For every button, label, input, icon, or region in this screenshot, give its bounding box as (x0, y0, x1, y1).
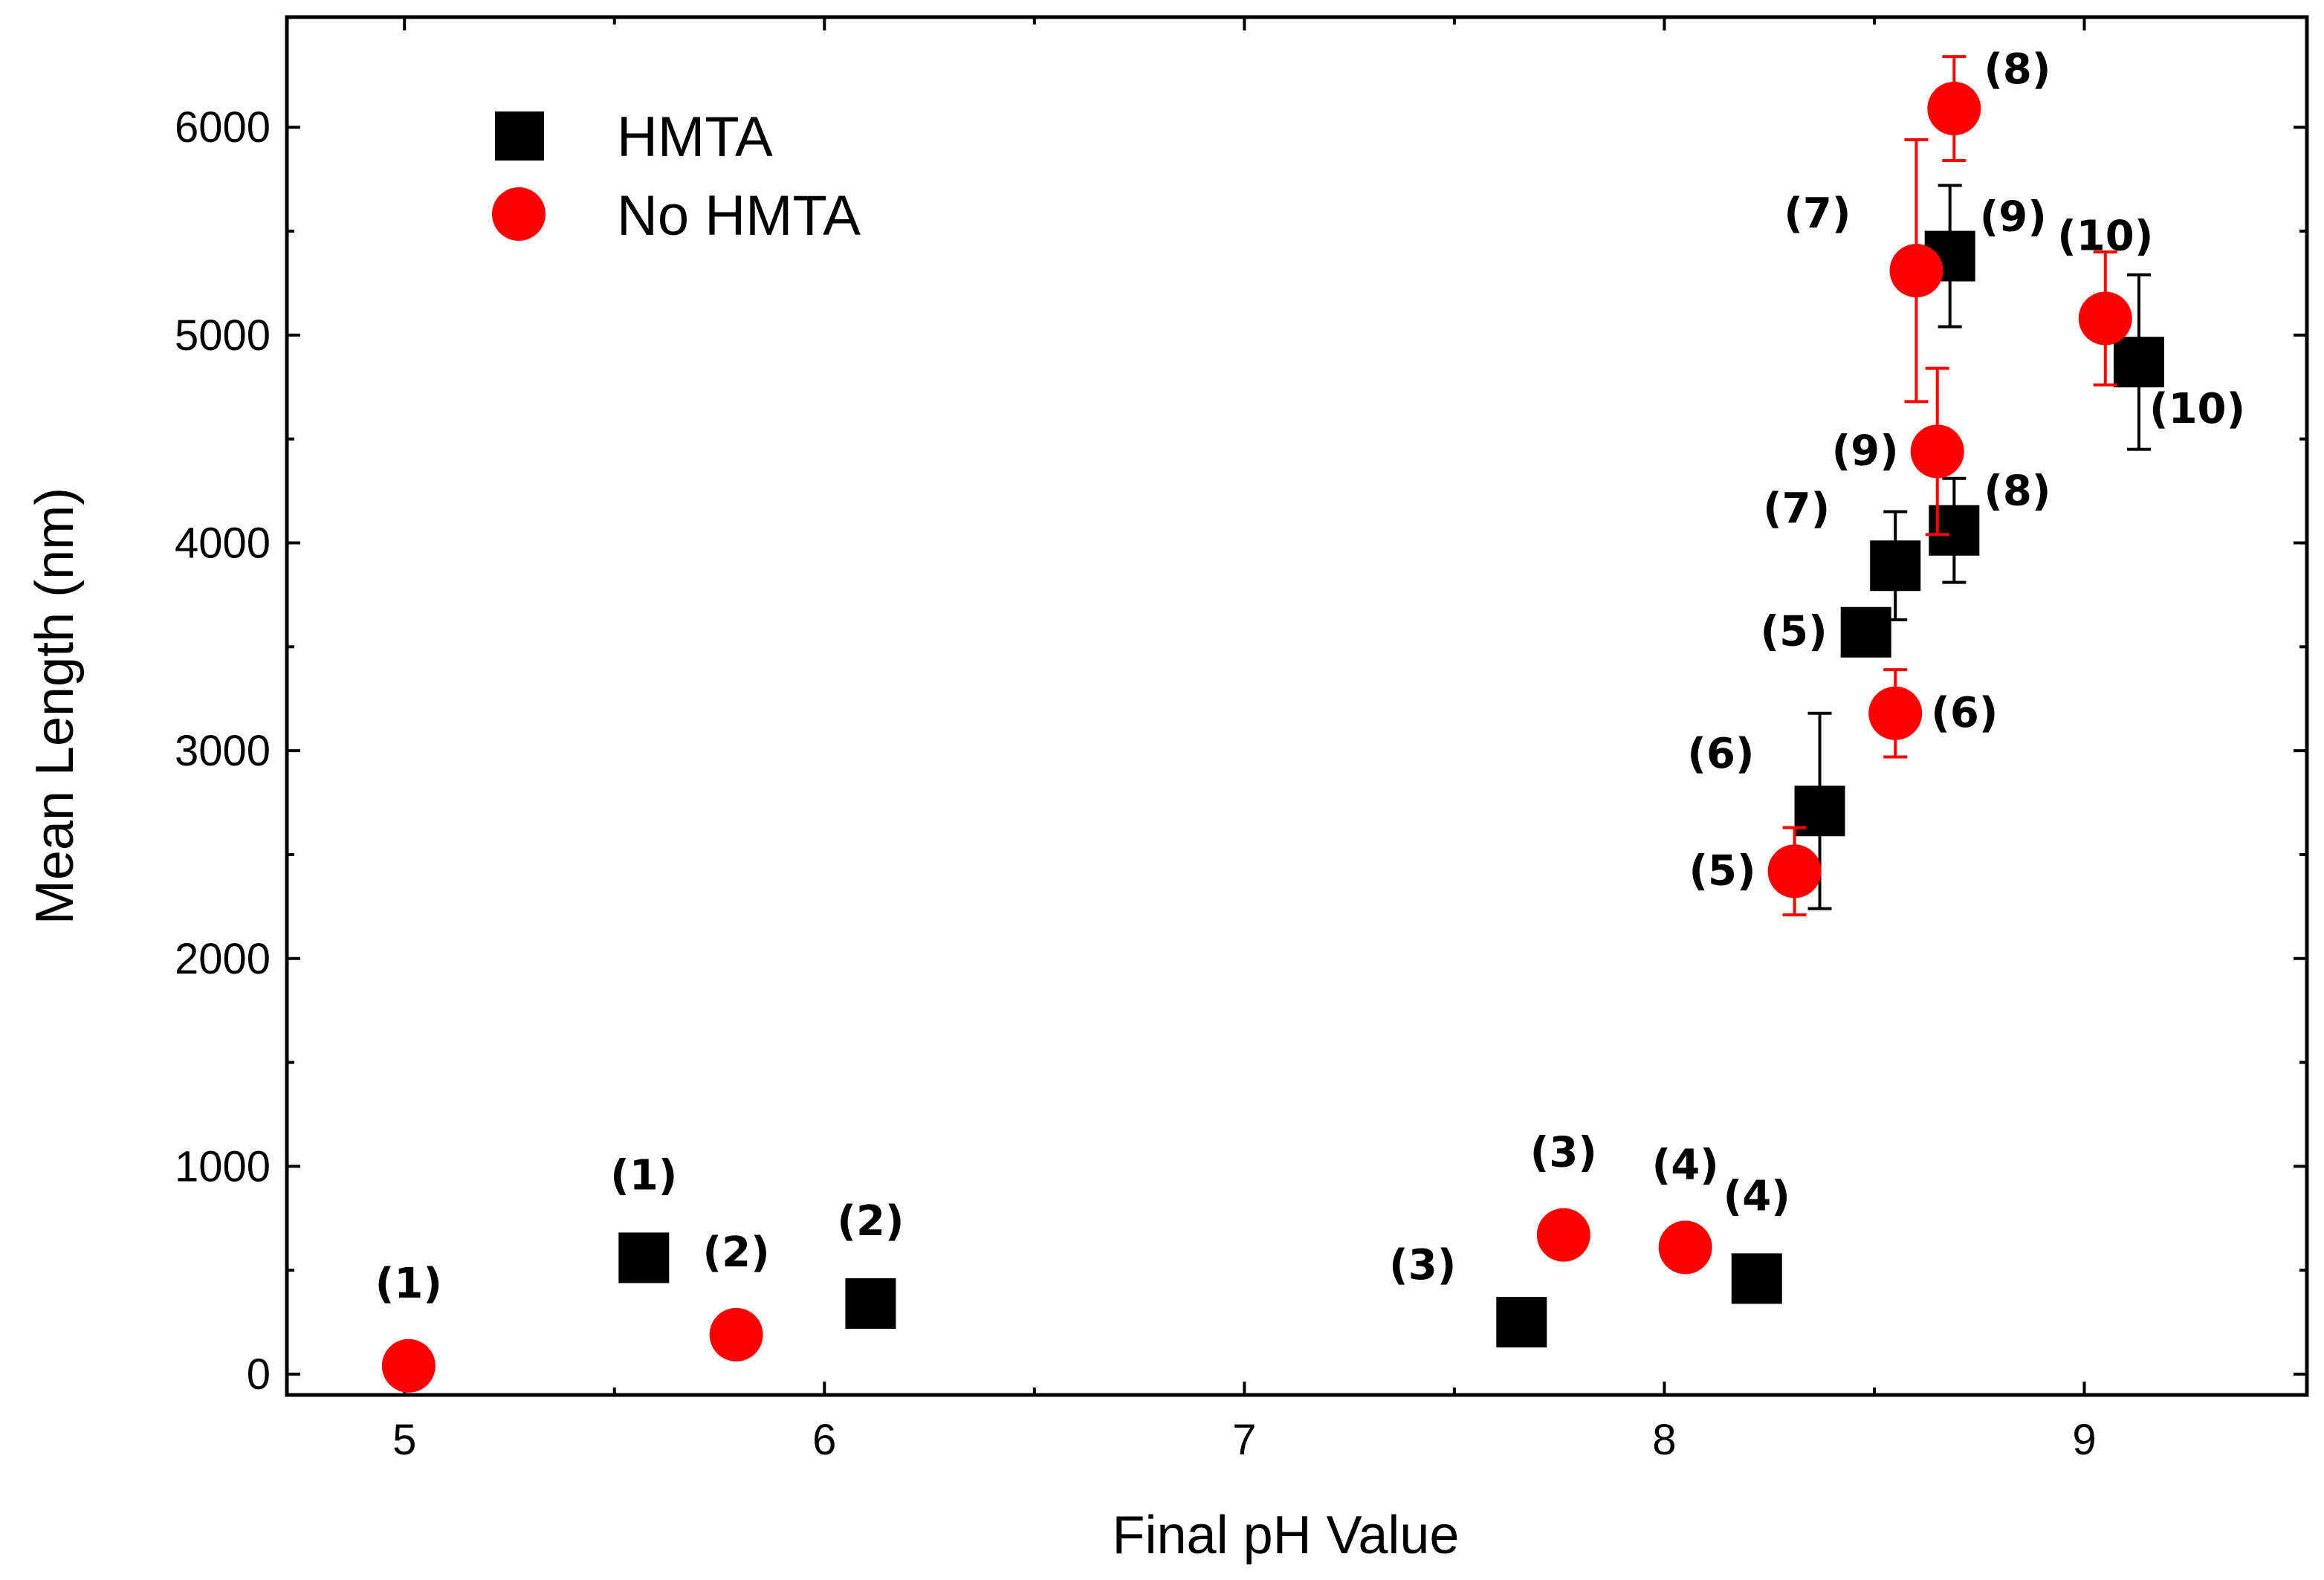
hmta-point (1731, 1253, 1782, 1304)
legend: HMTA No HMTA (492, 106, 861, 247)
hmta-point-label: (6) (1687, 730, 1754, 778)
no-hmta-point (1536, 1208, 1590, 1262)
hmta-point-label: (3) (1389, 1241, 1456, 1289)
legend-marker-no-hmta (492, 187, 546, 241)
hmta-point-label: (10) (2149, 385, 2245, 433)
x-tick-label: 5 (392, 1416, 416, 1464)
hmta-point (618, 1232, 670, 1283)
y-tick-label: 3000 (175, 727, 271, 775)
no-hmta-point-label: (5) (1689, 846, 1755, 895)
no-hmta-point (381, 1338, 436, 1393)
no-hmta-point-label: (1) (375, 1260, 442, 1308)
x-tick-label: 6 (812, 1416, 836, 1464)
y-tick-label: 2000 (175, 935, 271, 983)
hmta-point-label: (5) (1761, 608, 1828, 656)
no-hmta-point-label: (10) (2057, 212, 2153, 260)
x-tick-label: 8 (1652, 1416, 1676, 1464)
y-tick-label: 6000 (175, 103, 271, 152)
x-tick-label: 7 (1232, 1416, 1256, 1464)
no-hmta-point-label: (4) (1652, 1141, 1719, 1189)
hmta-point-label: (9) (1980, 193, 2047, 242)
y-tick-label: 0 (247, 1350, 271, 1399)
no-hmta-point-label: (6) (1931, 689, 1998, 737)
x-axis-title: Final pH Value (1113, 1506, 1460, 1565)
hmta-point-label: (8) (1984, 467, 2051, 516)
hmta-point-label: (2) (837, 1197, 904, 1246)
no-hmta-point-label: (8) (1984, 45, 2051, 94)
no-hmta-point (1927, 82, 1981, 136)
axis-ticks: 5 6 7 8 9 0 1000 2000 3000 4000 5000 6000 (175, 17, 2307, 1464)
no-hmta-point (709, 1307, 763, 1362)
y-tick-label: 1000 (175, 1142, 271, 1191)
no-hmta-point-label: (3) (1530, 1129, 1597, 1177)
no-hmta-point (2078, 291, 2132, 346)
legend-label-no-hmta: No HMTA (617, 184, 861, 247)
hmta-point-label: (4) (1723, 1172, 1790, 1220)
legend-label-hmta: HMTA (617, 106, 773, 169)
no-hmta-point (1658, 1220, 1712, 1275)
no-hmta-point-label: (7) (1784, 190, 1851, 238)
y-tick-label: 5000 (175, 311, 271, 360)
plot-frame (285, 15, 2309, 1397)
hmta-point-label: (1) (610, 1151, 677, 1199)
no-hmta-point (1868, 686, 1923, 740)
no-hmta-point (1889, 244, 1943, 298)
hmta-point (1870, 540, 1921, 592)
legend-marker-hmta (495, 111, 544, 161)
hmta-point (1496, 1297, 1547, 1348)
hmta-point (2113, 337, 2164, 388)
point-labels: (1)(2)(3)(4)(5)(6)(7) (8)(9)(10)(1)(2)(3)… (375, 45, 2245, 1308)
no-hmta-point (1767, 844, 1822, 899)
data-series (381, 55, 2164, 1393)
no-hmta-point-label: (9) (1832, 427, 1899, 475)
x-tick-label: 9 (2072, 1416, 2096, 1464)
no-hmta-point (1910, 424, 1964, 479)
hmta-point (1840, 606, 1891, 658)
y-axis-title: Mean Length (nm) (25, 488, 85, 925)
hmta-point (845, 1278, 896, 1329)
hmta-point-label: (7) (1763, 485, 1830, 533)
y-tick-label: 4000 (175, 519, 271, 567)
no-hmta-point-label: (2) (703, 1228, 770, 1277)
